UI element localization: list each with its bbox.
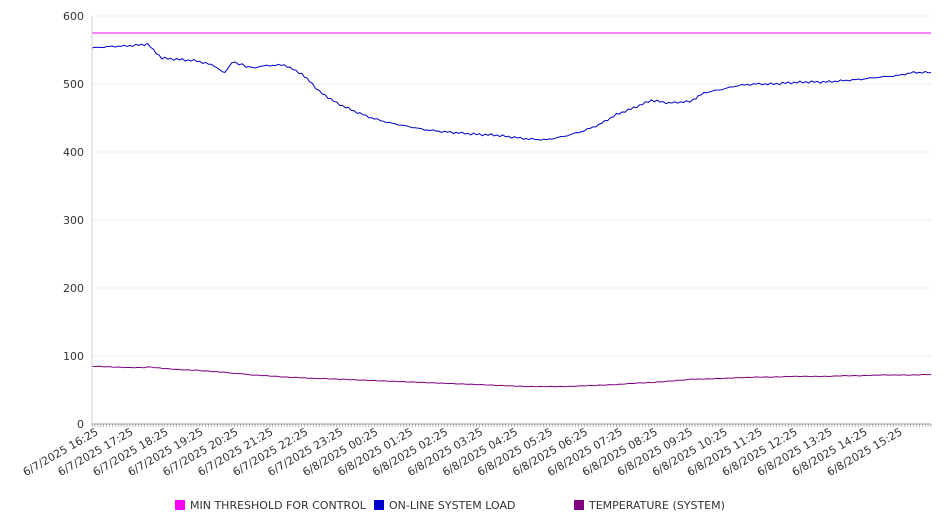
y-tick-label-500: 500 bbox=[63, 78, 84, 91]
legend-swatch-system-load bbox=[374, 500, 384, 510]
series-line-on-line-system-load bbox=[91, 43, 932, 141]
legend-item-system-load[interactable]: ON-LINE SYSTEM LOAD bbox=[374, 498, 515, 514]
y-tick-label-100: 100 bbox=[63, 350, 84, 363]
y-tick-label-300: 300 bbox=[63, 214, 84, 227]
y-tick-label-200: 200 bbox=[63, 282, 84, 295]
y-tick-label-600: 600 bbox=[63, 10, 84, 23]
y-tick-label-400: 400 bbox=[63, 146, 84, 159]
y-axis-ticks: 0 100 200 300 400 500 600 bbox=[63, 10, 84, 431]
legend-item-min-threshold[interactable]: MIN THRESHOLD FOR CONTROL bbox=[175, 498, 366, 514]
legend-swatch-min-threshold bbox=[175, 500, 185, 510]
x-axis-ticks: 6/7/2025 16:256/7/2025 17:256/7/2025 18:… bbox=[21, 425, 905, 479]
legend-label-temperature: TEMPERATURE (SYSTEM) bbox=[589, 499, 725, 512]
series-lines bbox=[91, 32, 932, 388]
series-line-temperature-system bbox=[91, 365, 932, 388]
legend-item-temperature[interactable]: TEMPERATURE (SYSTEM) bbox=[574, 498, 725, 514]
gridlines bbox=[92, 15, 931, 357]
y-tick-label-0: 0 bbox=[77, 418, 84, 431]
legend: MIN THRESHOLD FOR CONTROL ON-LINE SYSTEM… bbox=[175, 498, 935, 514]
legend-swatch-temperature bbox=[574, 500, 584, 510]
legend-label-system-load: ON-LINE SYSTEM LOAD bbox=[389, 499, 516, 512]
legend-label-min-threshold: MIN THRESHOLD FOR CONTROL bbox=[190, 499, 366, 512]
